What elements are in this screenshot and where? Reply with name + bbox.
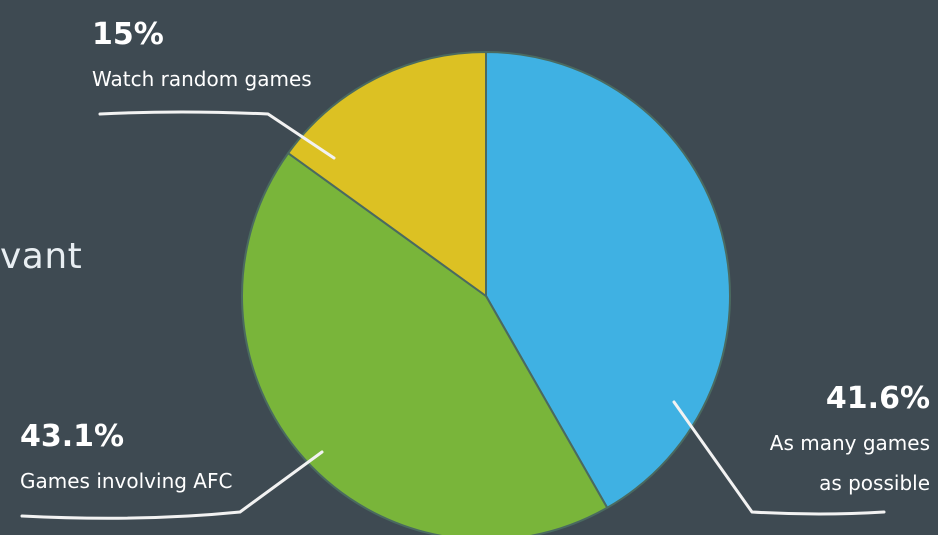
slice-label-many-games-line-1: As many games bbox=[770, 431, 930, 455]
slice-label-games-afc: Games involving AFC bbox=[20, 469, 232, 493]
percent-label-many-games: 41.6% bbox=[826, 381, 930, 416]
slice-label-watch-random: Watch random games bbox=[92, 67, 312, 91]
leader-line-many-games bbox=[672, 400, 886, 516]
percent-label-watch-random: 15% bbox=[92, 17, 164, 52]
leader-lines bbox=[20, 110, 886, 520]
slice-label-many-games-line-2: as possible bbox=[819, 471, 930, 495]
pie-slice-games-afc bbox=[241, 151, 609, 535]
background-text-fragment: vant bbox=[0, 236, 83, 277]
leader-line-watch-random bbox=[98, 110, 336, 160]
pie-slice-many-games bbox=[485, 50, 731, 510]
pie-slices bbox=[241, 50, 731, 535]
percent-label-games-afc: 43.1% bbox=[20, 419, 124, 454]
leader-line-games-afc bbox=[20, 450, 324, 520]
